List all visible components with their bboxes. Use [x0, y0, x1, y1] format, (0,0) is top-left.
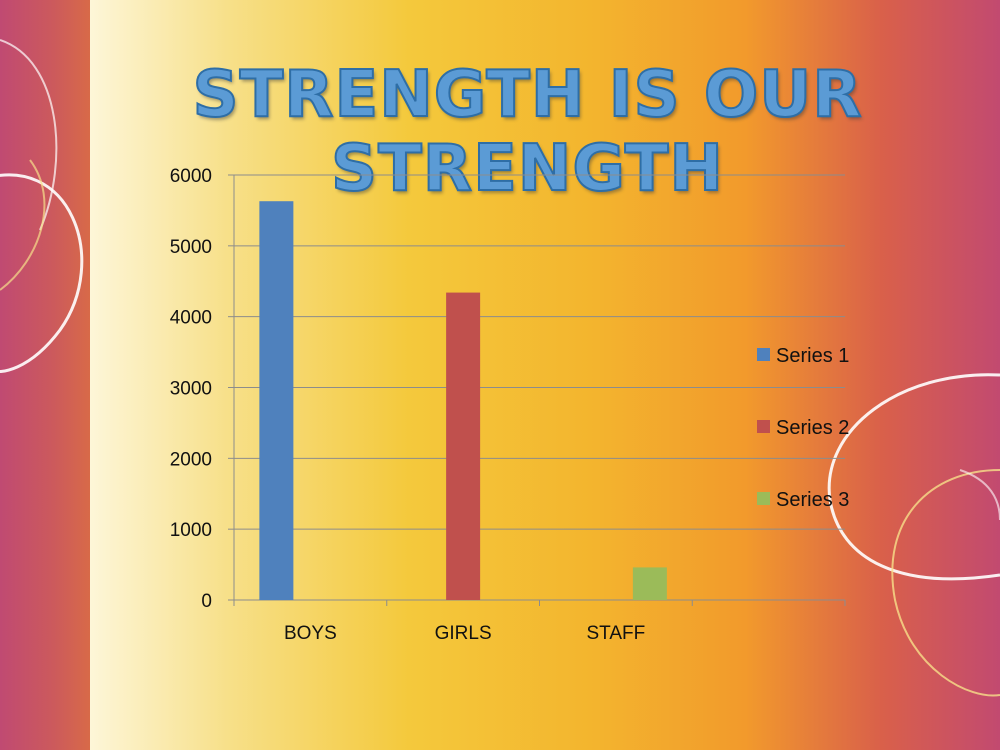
bar-series-3-staff	[632, 567, 667, 600]
bar-series-1-boys	[259, 201, 294, 601]
x-category-label: GIRLS	[435, 623, 492, 644]
legend-label: Series 3	[776, 489, 849, 511]
y-tick-label: 3000	[170, 379, 212, 400]
slide-title: STRENGTH IS OUR STRENGTH	[191, 57, 863, 207]
y-tick-label: 2000	[170, 449, 212, 470]
y-tick-label: 6000	[170, 166, 212, 187]
y-tick-label: 4000	[170, 308, 212, 329]
y-tick-label: 1000	[170, 520, 212, 541]
y-tick-label: 0	[201, 591, 212, 612]
chart-legend: Series 1 Series 2 Series 3	[757, 345, 849, 511]
legend-swatch	[757, 420, 770, 433]
legend-swatch	[757, 492, 770, 505]
chart-axes: 0 1000 2000 3000 4000 5000 6000 BOYS GIRLS STAFF	[170, 166, 846, 644]
x-category-label: BOYS	[284, 623, 337, 644]
chart-gridlines	[234, 174, 845, 530]
legend-label: Series 2	[776, 417, 849, 439]
chart-bars	[259, 201, 667, 601]
legend-swatch	[757, 348, 770, 361]
y-tick-label: 5000	[170, 237, 212, 258]
bar-series-2-girls	[446, 292, 481, 600]
x-category-label: STAFF	[586, 623, 645, 644]
legend-label: Series 1	[776, 345, 849, 367]
